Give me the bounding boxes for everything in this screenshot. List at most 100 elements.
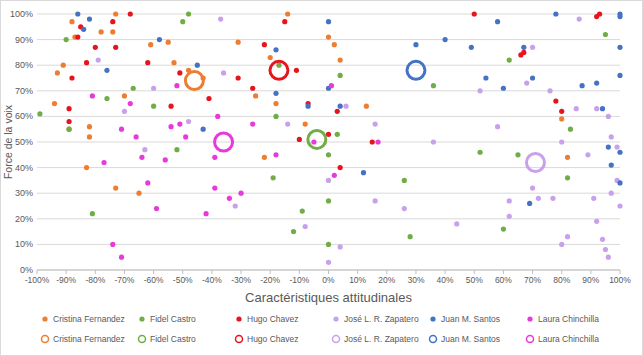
y-tick-label: 10%: [15, 239, 33, 249]
x-tick-label: 50%: [466, 275, 483, 285]
point: [454, 221, 459, 226]
point: [431, 83, 436, 88]
point: [221, 70, 226, 75]
point: [303, 121, 308, 126]
point: [617, 45, 622, 50]
point: [335, 132, 340, 137]
point: [338, 104, 343, 109]
x-tick-label: -90%: [56, 275, 76, 285]
point: [547, 88, 552, 93]
x-tick: [561, 270, 562, 274]
legend-marker: [139, 316, 144, 321]
point: [285, 11, 290, 16]
y-tick-label: 60%: [15, 111, 33, 121]
x-tick: [503, 270, 504, 274]
point: [614, 145, 619, 150]
point: [285, 121, 290, 126]
point: [131, 86, 136, 91]
point: [66, 127, 71, 132]
x-tick-label: -40%: [202, 275, 222, 285]
x-tick-label: 90%: [582, 275, 599, 285]
point: [550, 196, 555, 201]
point: [594, 219, 599, 224]
point: [332, 173, 337, 178]
x-tick: [211, 270, 212, 274]
point: [402, 206, 407, 211]
grid-line: [37, 218, 620, 219]
point: [606, 114, 611, 119]
legend-marker: [42, 336, 49, 343]
point: [93, 45, 98, 50]
point: [273, 114, 278, 119]
legend: Cristina FernandezFidel CastroHugo Chave…: [42, 314, 600, 344]
point: [577, 17, 582, 22]
x-tick: [415, 270, 416, 274]
point: [443, 37, 448, 42]
x-tick: [95, 270, 96, 274]
point: [326, 152, 331, 157]
x-tick: [37, 270, 38, 274]
point: [227, 196, 232, 201]
point: [87, 124, 92, 129]
x-tick-label: -60%: [144, 275, 164, 285]
point: [364, 104, 369, 109]
point: [603, 247, 608, 252]
legend-marker: [527, 336, 534, 343]
point: [250, 121, 255, 126]
x-tick: [66, 270, 67, 274]
point: [326, 198, 331, 203]
point: [338, 244, 343, 249]
point: [110, 29, 115, 34]
point: [69, 19, 74, 24]
legend-label: Laura Chinchilla: [538, 334, 599, 344]
point: [52, 101, 57, 106]
point: [373, 121, 378, 126]
point: [113, 45, 118, 50]
point: [565, 175, 570, 180]
point: [145, 60, 150, 65]
mean-ring: [215, 133, 233, 151]
point: [87, 134, 92, 139]
legend-marker: [236, 336, 243, 343]
point: [408, 234, 413, 239]
point: [370, 139, 375, 144]
legend-label: Hugo Chavez: [247, 314, 299, 324]
point: [113, 185, 118, 190]
x-tick: [153, 270, 154, 274]
point: [180, 19, 185, 24]
point: [212, 155, 217, 160]
x-tick-label: 20%: [378, 275, 395, 285]
point: [157, 37, 162, 42]
point: [559, 109, 564, 114]
point: [37, 111, 42, 116]
point: [521, 50, 526, 55]
point: [262, 155, 267, 160]
point: [151, 86, 156, 91]
point: [559, 116, 564, 121]
legend-marker: [236, 316, 241, 321]
point: [186, 119, 191, 124]
point: [527, 201, 532, 206]
point: [128, 101, 133, 106]
point: [326, 260, 331, 265]
point: [119, 255, 124, 260]
point: [203, 211, 208, 216]
point: [113, 11, 118, 16]
point: [110, 19, 115, 24]
point: [218, 17, 223, 22]
y-tick-label: 20%: [15, 214, 33, 224]
point: [104, 68, 109, 73]
point: [617, 150, 622, 155]
legend-label: Hugo Chavez: [247, 334, 299, 344]
mean-ring: [270, 61, 288, 79]
point: [291, 229, 296, 234]
point: [597, 11, 602, 16]
legend-marker: [42, 316, 47, 321]
point: [101, 160, 106, 165]
point: [122, 109, 127, 114]
mean-ring: [407, 61, 425, 79]
mean-ring: [526, 153, 544, 171]
point: [195, 63, 200, 68]
x-axis-title: Caractéristiques attitudinales: [245, 290, 412, 305]
point: [477, 150, 482, 155]
